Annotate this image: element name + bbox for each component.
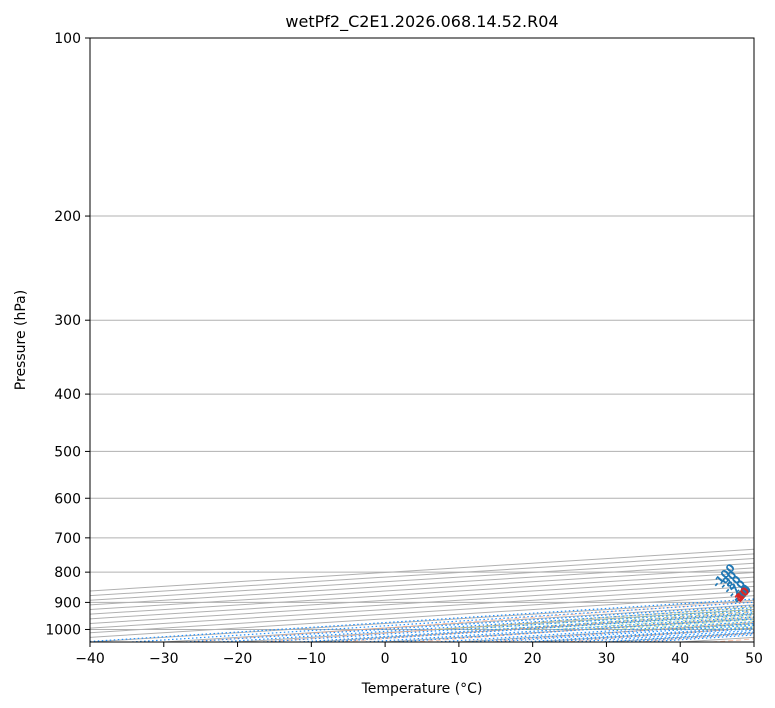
x-tick-label: 30 xyxy=(598,651,616,667)
y-tick-label: 1000 xyxy=(45,622,81,638)
x-tick-label: 10 xyxy=(450,651,468,667)
x-tick-label: −10 xyxy=(297,651,327,667)
x-axis-label: Temperature (°C) xyxy=(361,681,483,697)
x-tick-label: 0 xyxy=(381,651,390,667)
mixing-ratio-lines xyxy=(90,598,754,642)
y-tick-label: 400 xyxy=(54,387,81,403)
y-tick-label: 700 xyxy=(54,531,81,547)
x-tick-label: −20 xyxy=(223,651,253,667)
y-tick-label: 100 xyxy=(54,31,81,47)
y-tick-label: 800 xyxy=(54,565,81,581)
y-tick-label: 500 xyxy=(54,444,81,460)
chart-title: wetPf2_C2E1.2026.068.14.52.R04 xyxy=(285,12,558,32)
x-tick-label: 20 xyxy=(524,651,542,667)
y-axis-ticks: 1000 900 800 700 600 500 400 300 200 100 xyxy=(45,31,90,638)
y-tick-label: 900 xyxy=(54,595,81,611)
x-tick-label: −40 xyxy=(75,651,105,667)
x-axis-ticks: −40 −30 −20 −10 0 10 20 30 40 50 xyxy=(75,642,763,667)
mixing-ratio-line xyxy=(185,605,754,642)
y-tick-label: 600 xyxy=(54,491,81,507)
mixing-ratio-line xyxy=(219,607,754,642)
y-axis-label: Pressure (hPa) xyxy=(13,290,29,390)
y-tick-label: 200 xyxy=(54,209,81,225)
plot-frame xyxy=(89,37,755,643)
y-tick-label: 300 xyxy=(54,313,81,329)
x-tick-label: 50 xyxy=(745,651,763,667)
x-tick-label: −30 xyxy=(149,651,179,667)
x-tick-label: 40 xyxy=(671,651,689,667)
